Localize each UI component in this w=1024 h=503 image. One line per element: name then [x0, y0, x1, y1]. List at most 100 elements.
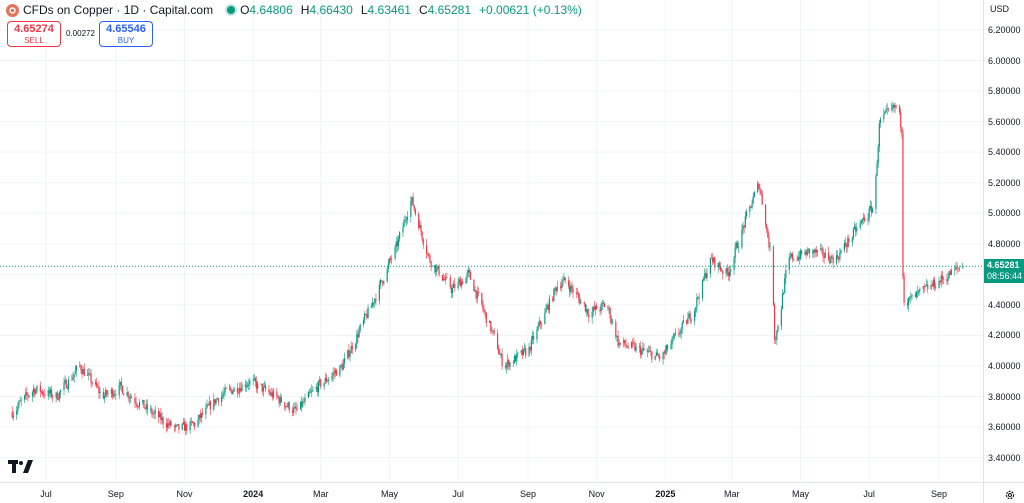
candle-body: [632, 342, 634, 344]
candle-body: [294, 406, 296, 408]
candle-body: [380, 280, 383, 282]
candle-body: [705, 273, 707, 278]
candle-body: [673, 334, 675, 337]
gear-icon[interactable]: [1004, 488, 1016, 503]
candle-body: [154, 410, 156, 413]
candle-body: [293, 407, 295, 413]
candle-body: [315, 386, 317, 390]
candle-body: [706, 273, 708, 278]
price-tick-label: 4.00000: [988, 361, 1021, 371]
candle-body: [88, 373, 90, 375]
candle-body: [957, 267, 959, 269]
candle-body: [664, 350, 666, 354]
candle-body: [90, 373, 92, 383]
candle-body: [426, 244, 428, 254]
candle-body: [24, 395, 26, 400]
candle-body: [734, 247, 736, 259]
candle-body: [420, 225, 422, 232]
price-tick-label: 4.40000: [988, 299, 1021, 310]
candle-body: [736, 242, 739, 248]
candle-body: [591, 311, 593, 318]
candle-body: [351, 346, 353, 350]
candle-body: [205, 407, 207, 415]
candle-body: [28, 396, 30, 397]
candle-body: [445, 277, 447, 281]
candle-body: [56, 392, 58, 400]
candle-body: [36, 385, 38, 391]
candle-body: [394, 247, 396, 259]
candle-body: [342, 363, 344, 370]
candle-body: [698, 297, 700, 299]
candle-body: [663, 352, 665, 354]
candle-body: [91, 382, 93, 384]
candle-body: [814, 249, 816, 253]
candle-body: [183, 422, 186, 431]
candle-body: [134, 397, 136, 403]
candle-body: [268, 389, 270, 393]
candle-body: [861, 219, 864, 221]
currency-label[interactable]: USD: [990, 4, 1010, 14]
time-tick-label: Nov: [176, 489, 193, 499]
candle-body: [170, 421, 172, 427]
candle-body: [192, 422, 195, 424]
candle-body: [500, 353, 502, 355]
price-tick-label: 6.00000: [988, 55, 1021, 66]
candle-body: [11, 411, 13, 418]
candle-body: [892, 104, 894, 109]
candle-body: [364, 313, 366, 320]
candle-body: [869, 206, 871, 209]
candle-body: [303, 401, 305, 403]
candle-body: [286, 406, 288, 408]
candle-body: [215, 399, 217, 404]
candle-body: [600, 304, 602, 312]
candle-body: [83, 368, 85, 376]
candle-body: [697, 297, 699, 299]
candle-body: [681, 322, 683, 329]
bar-countdown: 08:56:44: [987, 271, 1023, 281]
candle-body: [835, 255, 838, 264]
candle-body: [949, 271, 951, 276]
candle-body: [592, 307, 594, 312]
candle-body: [624, 340, 626, 345]
candle-body: [341, 364, 343, 370]
candle-body: [177, 424, 179, 426]
candle-body: [703, 278, 705, 281]
tradingview-logo-icon[interactable]: [8, 460, 34, 479]
candle-body: [867, 218, 869, 221]
candle-body: [701, 280, 704, 299]
candle-body: [223, 392, 225, 395]
candle-body: [365, 313, 367, 315]
candle-body: [932, 279, 934, 286]
candle-body: [926, 284, 928, 286]
candle-body: [871, 208, 874, 213]
sell-button[interactable]: 4.65274 SELL: [7, 21, 61, 47]
candle-body: [919, 288, 921, 291]
candle-body: [744, 216, 746, 228]
candle-body: [650, 350, 652, 352]
candle-body: [602, 302, 605, 304]
candle-body: [630, 342, 633, 348]
symbol-title[interactable]: CFDs on Copper · 1D · Capital.com: [23, 3, 214, 17]
candle-body: [128, 397, 130, 399]
price-tick-label: 5.40000: [988, 147, 1021, 158]
candle-body: [98, 387, 100, 394]
candle-body: [308, 392, 311, 393]
candle-body: [610, 318, 612, 323]
candle-body: [317, 382, 320, 393]
candle-body: [65, 380, 67, 389]
candle-body: [726, 268, 728, 273]
candle-body: [654, 355, 656, 360]
buy-button[interactable]: 4.65546 BUY: [99, 21, 153, 47]
candle-body: [808, 248, 811, 254]
candle-body: [785, 269, 787, 279]
candle-body: [839, 252, 841, 260]
candle-body: [884, 111, 886, 114]
candle-body: [784, 278, 786, 293]
candle-body: [64, 380, 66, 383]
candle-body: [462, 281, 464, 284]
candle-body: [853, 226, 856, 229]
candle-body: [533, 335, 535, 340]
candle-body: [911, 294, 913, 297]
